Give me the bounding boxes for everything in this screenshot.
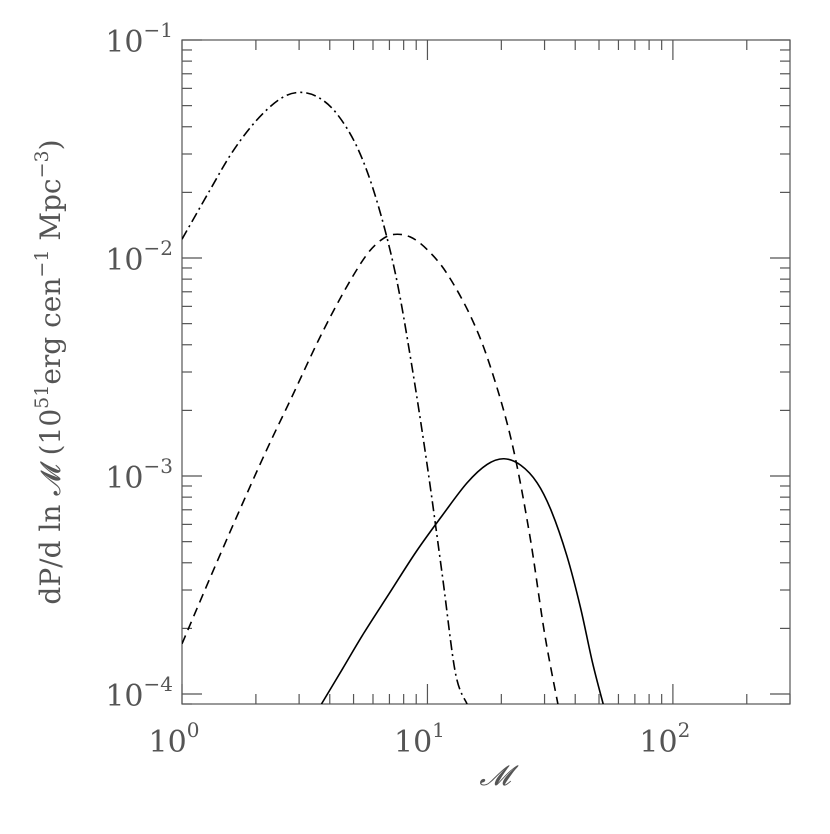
tick-labels: 100 101 102 10−4 10−3 10−2 10−1: [105, 18, 690, 760]
series-layer: [182, 91, 604, 704]
y-tick-label: 10−3: [105, 454, 173, 496]
y-axis-label-mid2: Mpc: [34, 178, 67, 249]
y-tick-label: 10−1: [105, 18, 173, 60]
minor-ticks: [182, 40, 791, 705]
plot-frame: [181, 39, 791, 705]
x-tick-label: 101: [394, 718, 445, 760]
y-axis-label-exp3: −3: [31, 150, 53, 178]
y-axis-label-exp2: −1: [31, 250, 53, 278]
y-axis-label-prefix: dP/d ln 𝓜 (10: [34, 409, 67, 605]
y-axis-label: dP/d ln 𝓜 (1051erg cen−1 Mpc−3): [31, 139, 67, 604]
x-tick-label: 102: [639, 718, 690, 760]
y-axis-label-suffix: ): [34, 139, 67, 150]
x-axis-label: 𝓜: [479, 759, 519, 792]
y-axis-label-mid1: erg cen: [34, 278, 67, 385]
y-axis-label-exp1: 51: [31, 385, 53, 409]
y-tick-label: 10−4: [105, 672, 173, 714]
series-line-dashed: [182, 233, 559, 704]
y-tick-label: 10−2: [105, 236, 173, 278]
series-line-solid: [320, 457, 604, 704]
major-ticks: [181, 39, 790, 704]
x-tick-label: 100: [149, 718, 200, 760]
series-line-dash-dot: [182, 91, 468, 704]
